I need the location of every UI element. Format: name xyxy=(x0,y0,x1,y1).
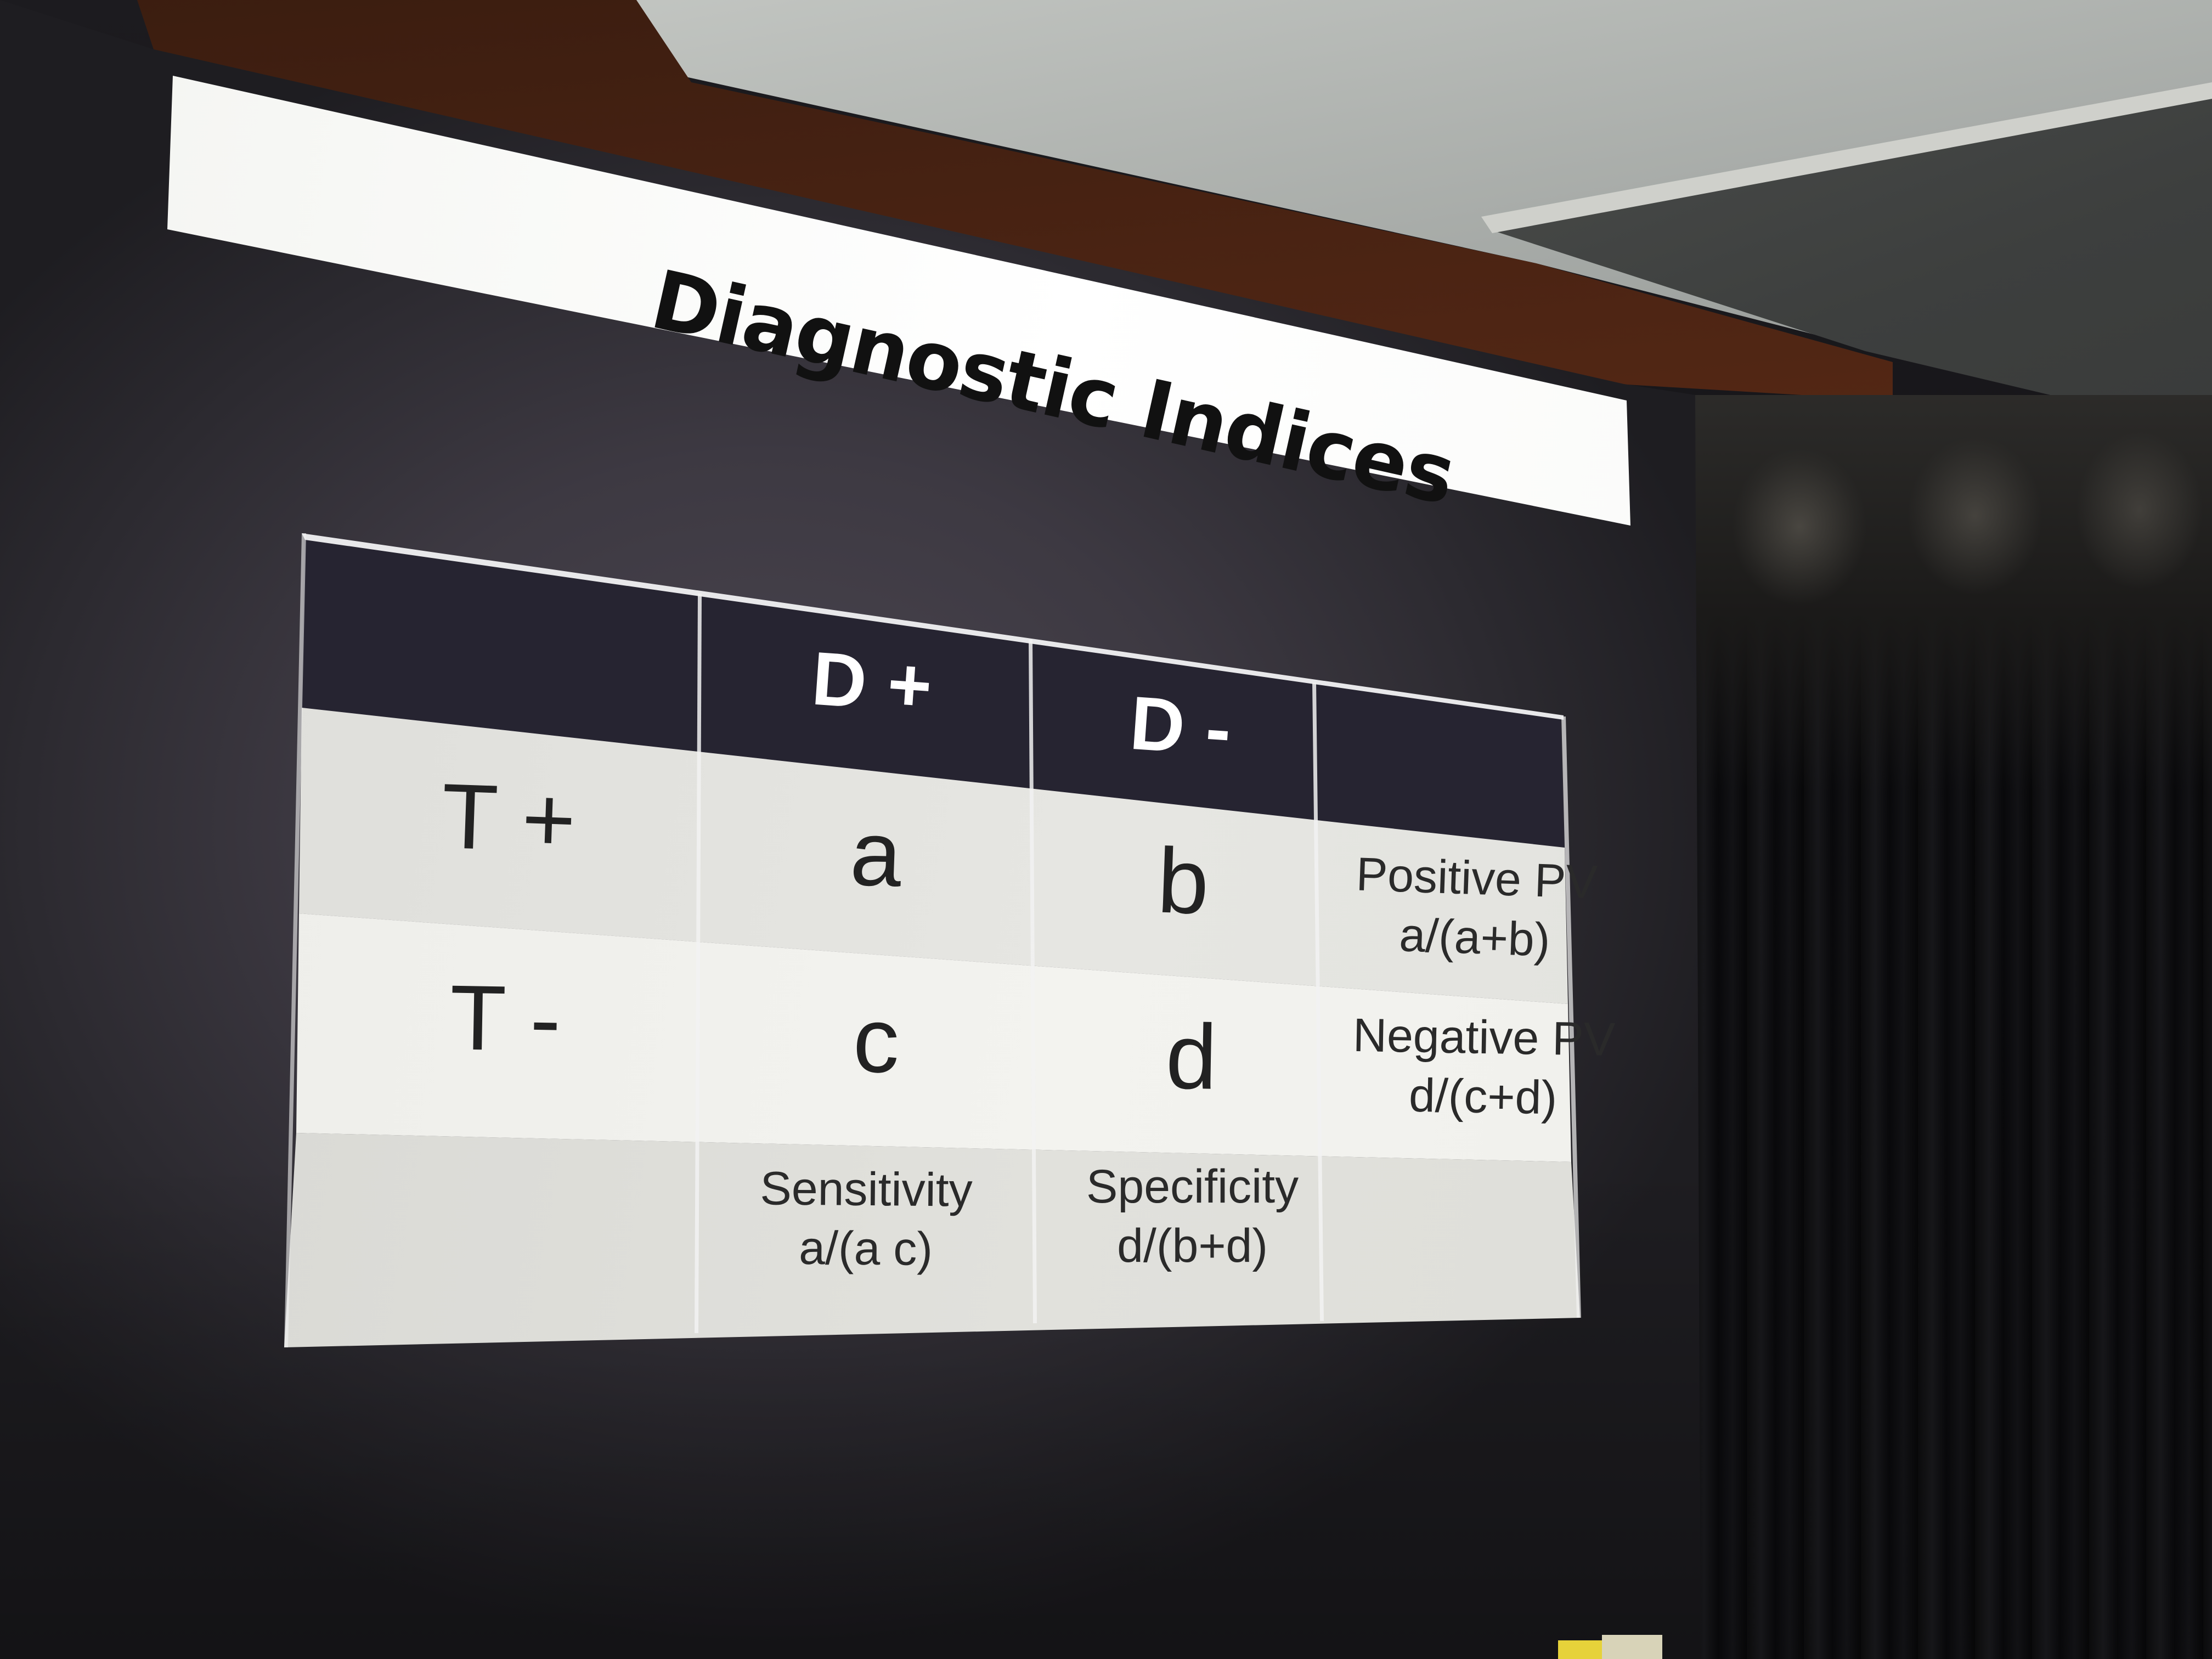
positive-pv-summary: Positive PV a/(a+b) xyxy=(1353,845,1598,971)
cell-c: c xyxy=(852,988,900,1092)
row-label-t-positive: T + xyxy=(439,764,578,872)
specificity-label: Specificity xyxy=(1086,1160,1299,1213)
slide-footer-accent xyxy=(1558,1640,1607,1659)
col-header-d-negative: D - xyxy=(1127,680,1234,772)
positive-pv-formula: a/(a+b) xyxy=(1398,908,1551,967)
negative-pv-label: Negative PV xyxy=(1352,1008,1616,1066)
slide-footer-strip xyxy=(1602,1635,1662,1659)
sensitivity-label: Sensitivity xyxy=(760,1162,973,1217)
sensitivity-summary: Sensitivity a/(a c) xyxy=(759,1159,973,1279)
col-header-d-positive: D + xyxy=(809,636,935,729)
negative-pv-summary: Negative PV d/(c+d) xyxy=(1351,1006,1616,1128)
cell-b: b xyxy=(1155,828,1211,934)
specificity-formula: d/(b+d) xyxy=(1117,1219,1268,1272)
specificity-summary: Specificity d/(b+d) xyxy=(1086,1158,1299,1276)
row-label-t-negative: T - xyxy=(449,966,562,1071)
positive-pv-label: Positive PV xyxy=(1355,848,1599,909)
sensitivity-formula: a/(a c) xyxy=(798,1221,933,1276)
cell-a: a xyxy=(848,801,904,906)
negative-pv-formula: d/(c+d) xyxy=(1408,1069,1558,1124)
cell-d: d xyxy=(1165,1005,1218,1109)
curtain-valance xyxy=(1690,395,2212,790)
